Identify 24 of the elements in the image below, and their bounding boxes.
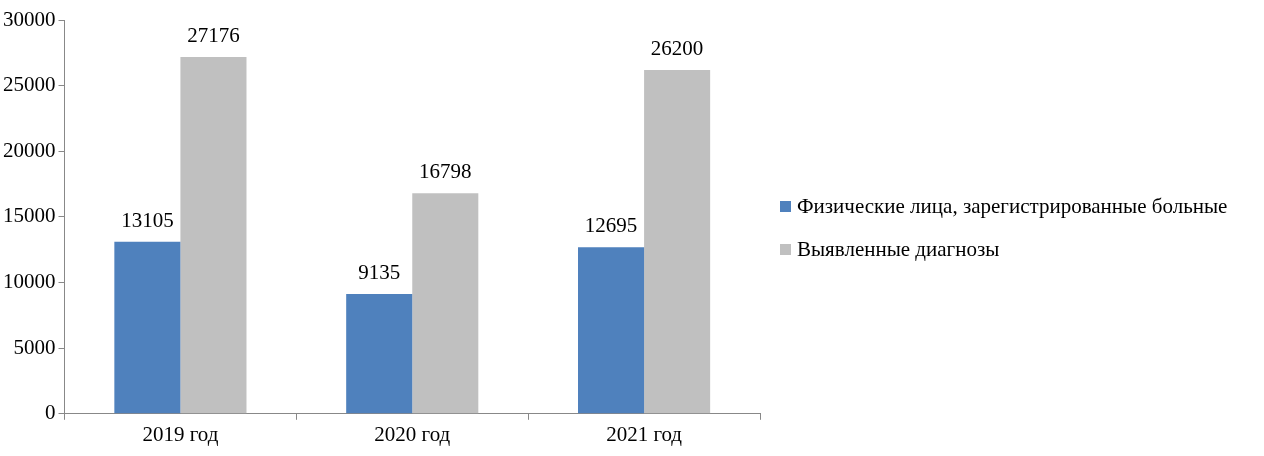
legend-label: Выявленные диагнозы [797,237,1000,262]
x-tick-label: 2019 год [142,421,219,446]
data-label: 12695 [584,213,638,238]
bar [644,69,711,414]
y-tick-label: 10000 [3,269,56,294]
bar [346,293,413,414]
bar [180,57,247,414]
bar [578,247,645,414]
data-label: 13105 [121,207,174,232]
legend-label: Физические лица, зарегистрированные больные [797,194,1228,219]
bar [114,241,181,414]
data-label: 16798 [419,159,472,184]
y-tick-label: 5000 [13,334,56,359]
data-label: 9135 [358,259,401,284]
y-tick-label: 15000 [3,203,56,228]
y-tick-label: 30000 [3,6,56,31]
bar [412,193,479,414]
data-label: 27176 [187,23,240,48]
y-tick-label: 0 [45,400,56,425]
x-tick-label: 2021 год [606,421,683,446]
data-label: 26200 [650,35,704,60]
y-tick-label: 20000 [3,137,56,162]
y-tick-label: 25000 [3,72,56,97]
x-tick-label: 2020 год [374,421,451,446]
